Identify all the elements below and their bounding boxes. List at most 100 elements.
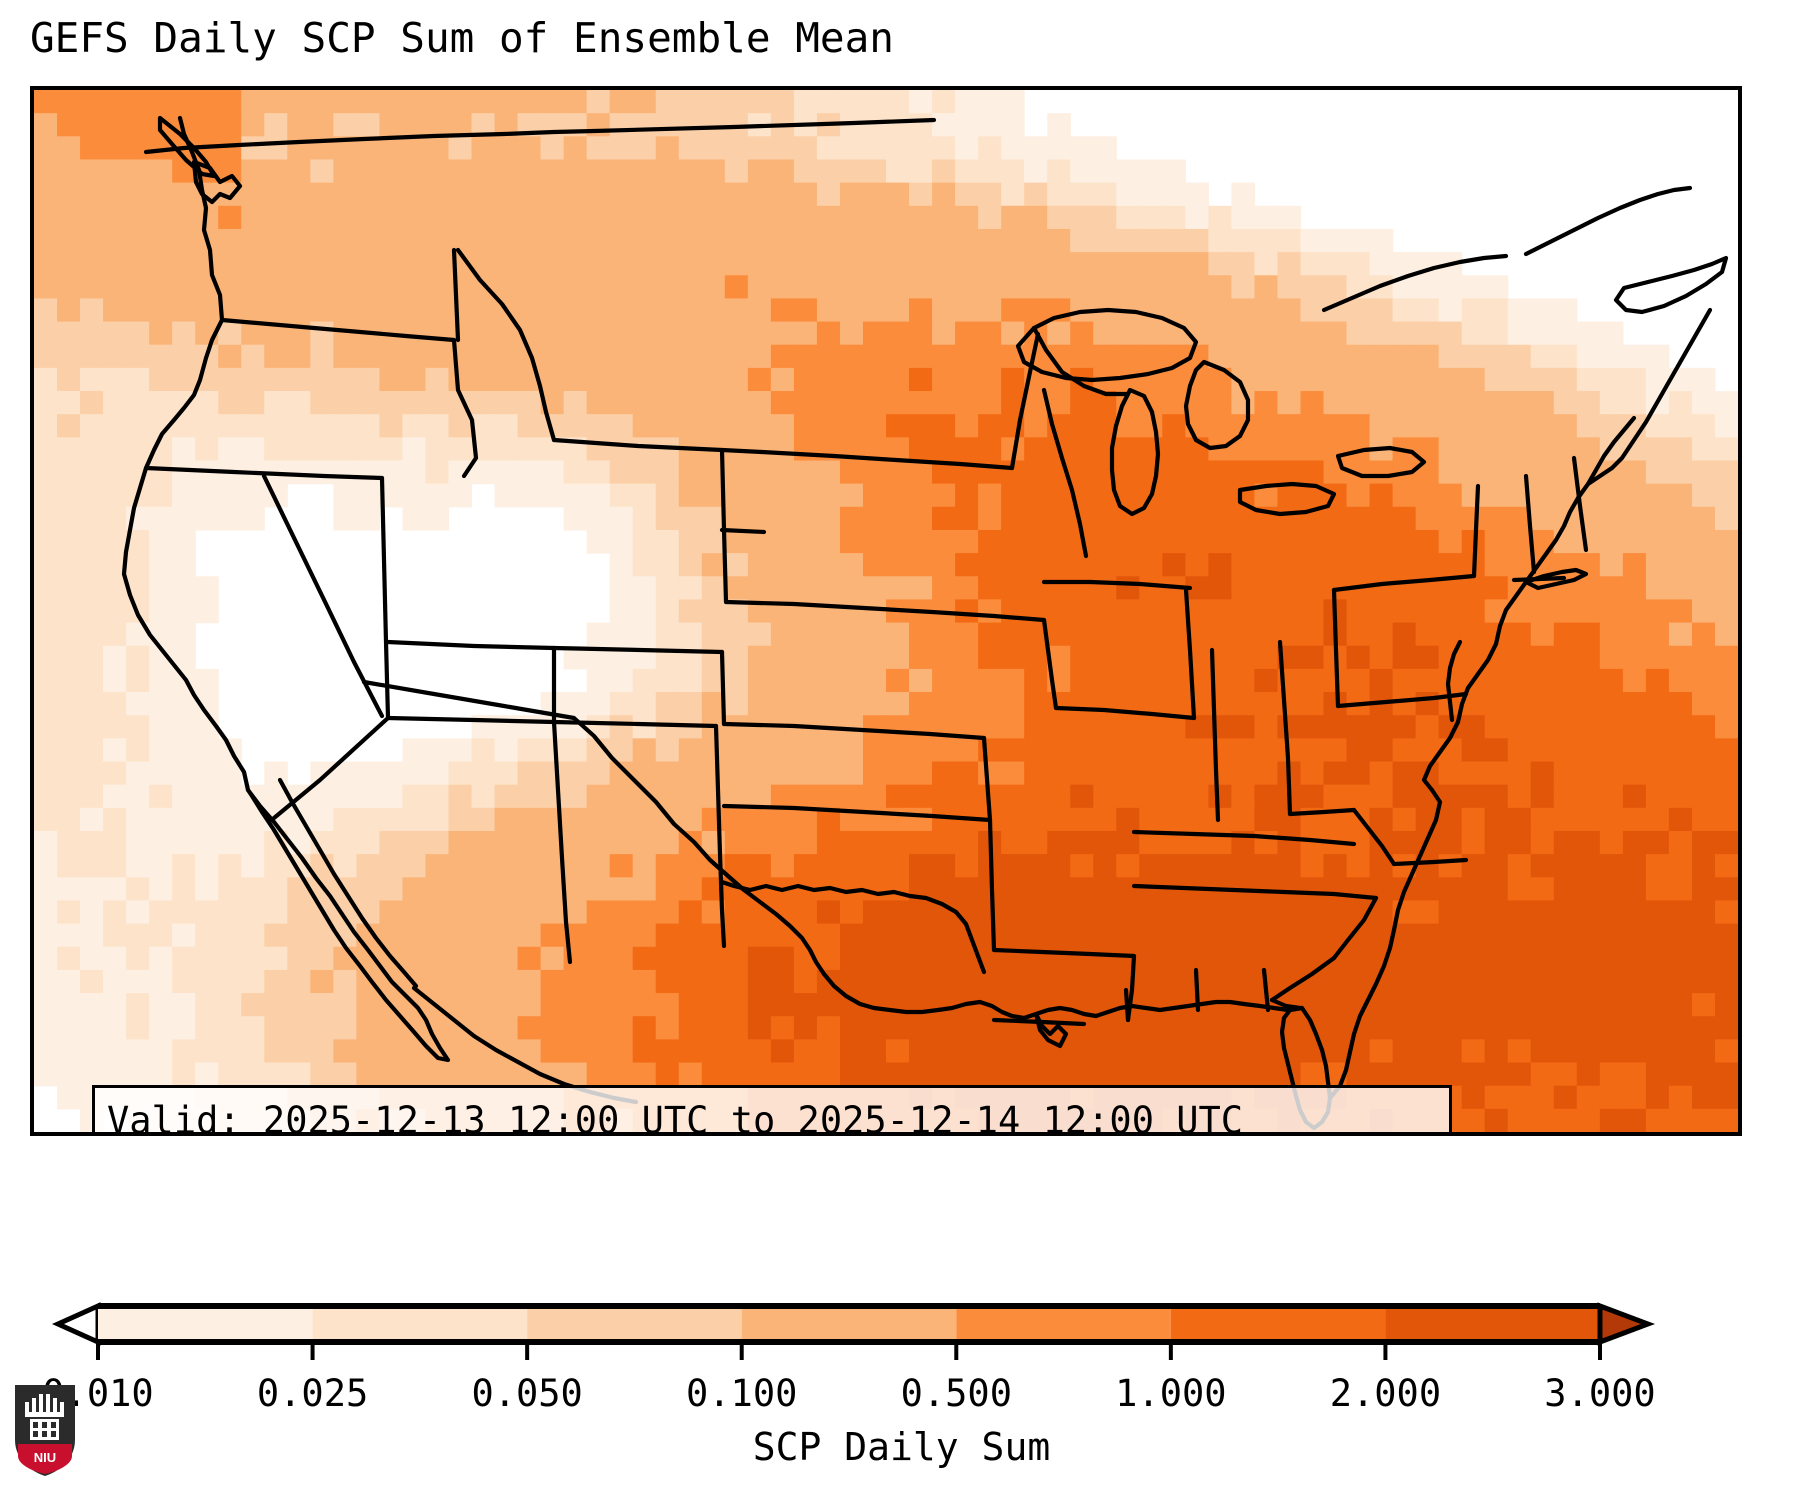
- grid-cell: [1691, 715, 1716, 739]
- chesapeake-bay: [1445, 639, 1463, 723]
- grid-cell: [816, 414, 841, 438]
- grid-cell: [909, 576, 933, 601]
- grid-cell: [1277, 900, 1302, 925]
- grid-cell: [1599, 993, 1624, 1017]
- colorbar-band: [312, 1306, 528, 1342]
- grid-cell: [747, 692, 772, 716]
- grid-cell: [955, 622, 979, 647]
- grid-cell: [1070, 761, 1094, 786]
- grid-cell: [34, 344, 58, 369]
- grid-cell: [1254, 692, 1279, 716]
- grid-cell: [471, 807, 496, 832]
- grid-cell: [724, 506, 749, 531]
- grid-cell: [1208, 784, 1233, 809]
- grid-cell: [862, 298, 887, 323]
- grid-cell: [632, 136, 657, 161]
- grid-cell: [1622, 529, 1647, 554]
- grid-cell: [1668, 391, 1693, 415]
- grid-cell: [816, 807, 841, 832]
- grid-cell: [955, 715, 979, 739]
- grid-cell: [448, 761, 473, 786]
- grid-cell: [586, 692, 611, 716]
- grid-cell: [1461, 807, 1486, 832]
- grid-cell: [34, 159, 58, 184]
- grid-cell: [494, 182, 519, 207]
- grid-cell: [1714, 599, 1738, 624]
- grid-cell: [747, 529, 772, 554]
- grid-cell: [1645, 923, 1670, 948]
- grid-cell: [517, 182, 542, 207]
- grid-cell: [1116, 344, 1140, 369]
- grid-cell: [632, 969, 657, 994]
- grid-cell: [402, 946, 427, 971]
- grid-cell: [770, 923, 795, 948]
- grid-cell: [34, 391, 58, 415]
- grid-cell: [1599, 738, 1624, 763]
- grid-cell: [264, 830, 288, 855]
- grid-cell: [1461, 414, 1486, 438]
- grid-cell: [34, 807, 58, 832]
- grid-cell: [517, 993, 542, 1017]
- grid-cell: [909, 923, 933, 948]
- state-nm-tx: [713, 723, 727, 949]
- grid-cell: [172, 900, 196, 925]
- grid-cell: [333, 854, 357, 878]
- grid-cell: [34, 506, 58, 531]
- grid-cell: [540, 900, 565, 925]
- grid-cell: [1507, 969, 1532, 994]
- grid-cell: [1093, 275, 1117, 299]
- grid-cell: [1714, 877, 1738, 902]
- grid-cell: [1369, 391, 1394, 415]
- grid-cell: [793, 576, 818, 601]
- grid-cell: [1691, 969, 1716, 994]
- grid-cell: [1461, 692, 1486, 716]
- grid-cell: [1277, 553, 1302, 577]
- grid-cell: [932, 645, 956, 670]
- grid-cell: [149, 900, 173, 925]
- grid-cell: [978, 136, 1002, 161]
- grid-cell: [402, 182, 427, 207]
- grid-cell: [839, 90, 864, 114]
- grid-cell: [678, 298, 703, 323]
- state-co-ks: [719, 649, 727, 727]
- grid-cell: [609, 715, 634, 739]
- grid-cell: [839, 784, 864, 809]
- grid-cell: [1254, 483, 1279, 508]
- grid-cell: [563, 90, 588, 114]
- grid-cell: [793, 553, 818, 577]
- grid-cell: [862, 321, 887, 346]
- grid-cell: [172, 437, 196, 462]
- vancouver-island: [157, 115, 217, 179]
- grid-cell: [1323, 1039, 1348, 1064]
- grid-cell: [1208, 900, 1233, 925]
- grid-cell: [172, 692, 196, 716]
- grid-cell: [1461, 321, 1486, 346]
- grid-cell: [563, 1062, 588, 1087]
- grid-cell: [816, 1062, 841, 1087]
- grid-cell: [1484, 993, 1509, 1017]
- grid-cell: [1576, 946, 1601, 971]
- grid-cell: [1185, 761, 1209, 786]
- grid-cell: [1668, 437, 1693, 462]
- grid-cell: [1070, 645, 1094, 670]
- grid-cell: [816, 506, 841, 531]
- grid-cell: [1599, 1062, 1624, 1087]
- grid-cell: [126, 414, 150, 438]
- grid-cell: [1622, 645, 1647, 670]
- grid-cell: [540, 252, 565, 276]
- grid-cell: [701, 900, 726, 925]
- grid-cell: [839, 830, 864, 855]
- grid-cell: [1024, 784, 1048, 809]
- grid-cell: [425, 228, 450, 253]
- grid-cell: [57, 321, 81, 346]
- grid-cell: [103, 182, 127, 207]
- grid-cell: [1047, 1039, 1071, 1064]
- grid-cell: [172, 599, 196, 624]
- grid-cell: [80, 136, 104, 161]
- grid-cell: [540, 298, 565, 323]
- grid-cell: [1668, 946, 1693, 971]
- grid-cell: [1024, 622, 1048, 647]
- grid-cell: [356, 367, 381, 392]
- grid-cell: [1277, 877, 1302, 902]
- colorbar-over-arrow: [1597, 1302, 1656, 1346]
